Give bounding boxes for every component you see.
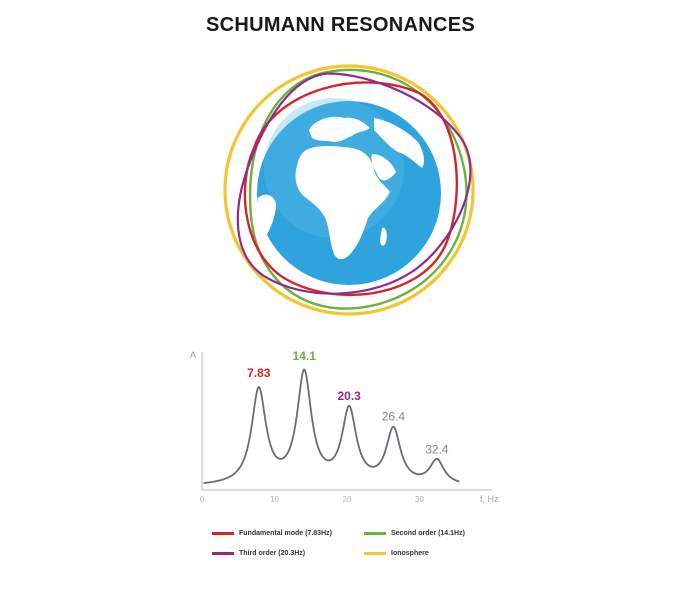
peak-label: 20.3 [337, 389, 361, 403]
legend-item-third: Third order (20.3Hz) [212, 550, 305, 557]
legend-swatch [364, 532, 386, 535]
y-axis-label: A [190, 350, 196, 360]
x-tick-label: 10 [270, 495, 279, 504]
legend-item-second: Second order (14.1Hz) [364, 530, 465, 537]
earth-globe-diagram [223, 64, 475, 316]
ionosphere-ring [223, 64, 475, 316]
legend-label: Ionosphere [391, 550, 429, 557]
peak-label: 7.83 [247, 366, 271, 380]
peak-label: 14.1 [293, 349, 317, 363]
x-tick-label: 0 [200, 495, 205, 504]
x-axis-label: f, Hz [480, 494, 499, 504]
peak-label: 26.4 [382, 410, 406, 424]
peak-labels: 7.83 14.1 20.3 26.4 32.4 [247, 349, 449, 457]
legend-swatch [212, 552, 234, 555]
legend-swatch [212, 532, 234, 535]
page-title: SCHUMANN RESONANCES [205, 14, 476, 36]
resonance-spectrum-chart: A f, Hz 0 10 20 30 7.83 14.1 20.3 26.4 32.4 [190, 349, 499, 504]
legend-item-ionosphere: Ionosphere [364, 550, 429, 557]
legend-item-fundamental: Fundamental mode (7.83Hz) [212, 530, 332, 537]
fundamental-mode-ring [243, 81, 458, 296]
legend-label: Third order (20.3Hz) [239, 550, 306, 557]
continents [257, 116, 425, 260]
legend-label: Second order (14.1Hz) [391, 530, 465, 537]
legend-swatch [364, 552, 386, 555]
spectrum-curve [203, 368, 460, 484]
third-order-ring [236, 72, 472, 295]
x-tick-label: 20 [343, 495, 352, 504]
legend-label: Fundamental mode (7.83Hz) [239, 530, 332, 537]
x-tick-labels: 0 10 20 30 [200, 495, 425, 504]
peak-label: 32.4 [425, 443, 449, 457]
x-tick-label: 30 [415, 495, 424, 504]
legend: Fundamental mode (7.83Hz) Second order (… [212, 530, 512, 570]
